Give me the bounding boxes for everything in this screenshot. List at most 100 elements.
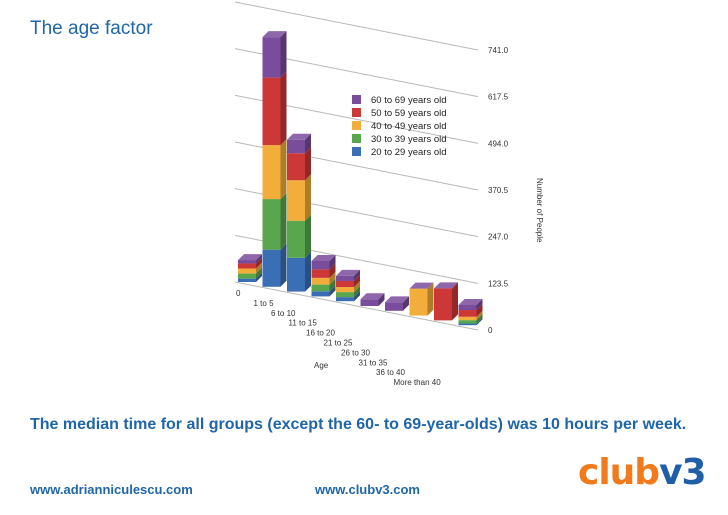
gridline [234,281,479,331]
bar-segment [336,297,354,302]
y-tick-label: 617.5 [488,93,509,102]
clubv3-logo: clubv3 [578,452,707,493]
bar-segment-side [354,286,360,298]
bar-segment [287,220,305,258]
bar-segment-side [280,139,287,200]
bar-top [311,254,336,261]
legend-label: 40 to 49 years old [371,121,447,132]
y-tick-label: 370.5 [488,186,509,195]
bar-top [262,31,287,38]
legend-label: 50 to 59 years old [371,108,447,119]
y-axis-label: Number of People [535,178,544,243]
x-tick-label: 21 to 25 [324,339,353,348]
bar-segment [262,37,281,78]
footer-link-clubv3[interactable]: www.clubv3.com [315,482,420,497]
bar-segment [238,260,256,264]
gridline [234,1,479,51]
x-tick-label: 1 to 5 [254,299,275,308]
bar-segment [434,288,452,321]
bar-segment [336,287,354,293]
bar-stack [336,269,360,302]
bar-stack [311,254,336,297]
x-axis-label: Age [314,361,329,370]
bar-segment-side [280,71,287,146]
bar-segment [336,280,354,288]
legend-label: 30 to 39 years old [371,134,447,145]
bar-segment-side [305,214,311,258]
legend-swatch [352,95,361,104]
bar-segment [262,145,281,200]
bar-segment-side [329,263,336,278]
bar-segment-side [476,304,483,317]
y-tick-label: 494.0 [488,139,509,148]
bar-segment [262,199,281,250]
bar-segment-side [305,147,311,181]
bar-segment-side [329,285,336,297]
y-tick-labels: 0 123.5 247.0 370.5 494.0 617.5 741.0 [488,46,509,335]
x-tick-label: 26 to 30 [341,348,370,357]
bar-segment [458,323,477,326]
bar-segment [287,153,305,181]
bar-segment-side [256,257,262,269]
bar-segment [311,277,330,285]
bar-segment-side [256,267,262,279]
bar-segment [311,284,330,292]
bar-segment-side [354,281,360,293]
bar-segment-side [256,272,262,282]
bar-stack [262,31,287,287]
bar-segment [458,320,477,324]
bar-segment [458,310,477,317]
bar-segment [336,292,354,298]
bar-segment [287,257,305,292]
bar-stack [238,254,262,282]
bar-segment [336,275,354,281]
x-tick-label: 0 [236,289,241,298]
bar-stack [434,282,458,321]
legend-label: 20 to 29 years old [371,147,447,158]
chart-legend: 60 to 69 years old 50 to 59 years old 40 t… [352,95,447,158]
bar-segment [360,299,379,306]
bar-top [287,133,311,140]
bar-segment [262,249,281,287]
x-tick-label: 16 to 20 [306,329,335,338]
bar-segment-side [280,243,287,287]
bar-segment-side [403,296,409,311]
bar-segment [311,260,330,270]
bar-segment-side [305,133,311,154]
footer-link-adrianniculescu[interactable]: www.adrianniculescu.com [30,482,193,497]
bar-segment-side [476,314,483,324]
bar-segment [385,302,403,311]
bar-top [385,296,409,303]
y-tick-label: 123.5 [488,279,509,288]
bar-segment [458,304,477,311]
bar-segment [238,273,256,279]
bar-segment-side [329,271,336,285]
bar-segment-side [256,254,262,264]
chart-bars [238,31,483,326]
bar-segment-side [427,282,434,316]
bar-segment [409,288,428,316]
bar-segment-side [476,298,483,311]
bar-segment-side [378,293,385,306]
x-tick-label: 31 to 35 [359,358,388,367]
bar-segment [287,180,305,221]
bar-top [238,254,262,261]
bar-segment-side [256,262,262,274]
x-tick-label: 11 to 15 [289,319,318,328]
bar-stack [458,298,483,326]
y-tick-label: 741.0 [488,46,509,55]
bar-segment-side [329,254,336,270]
x-tick-label: More than 40 [394,378,442,387]
bar-stack [360,293,385,306]
x-tick-label: 6 to 10 [271,309,296,318]
caption-text: The median time for all groups (except t… [30,416,687,433]
bar-segment-side [305,174,311,221]
legend-label: 60 to 69 years old [371,95,447,106]
bar-segment-side [354,269,360,281]
bar-segment-side [476,310,483,321]
bar-top [434,282,458,289]
bar-top [409,282,434,289]
bar-segment [238,268,256,274]
